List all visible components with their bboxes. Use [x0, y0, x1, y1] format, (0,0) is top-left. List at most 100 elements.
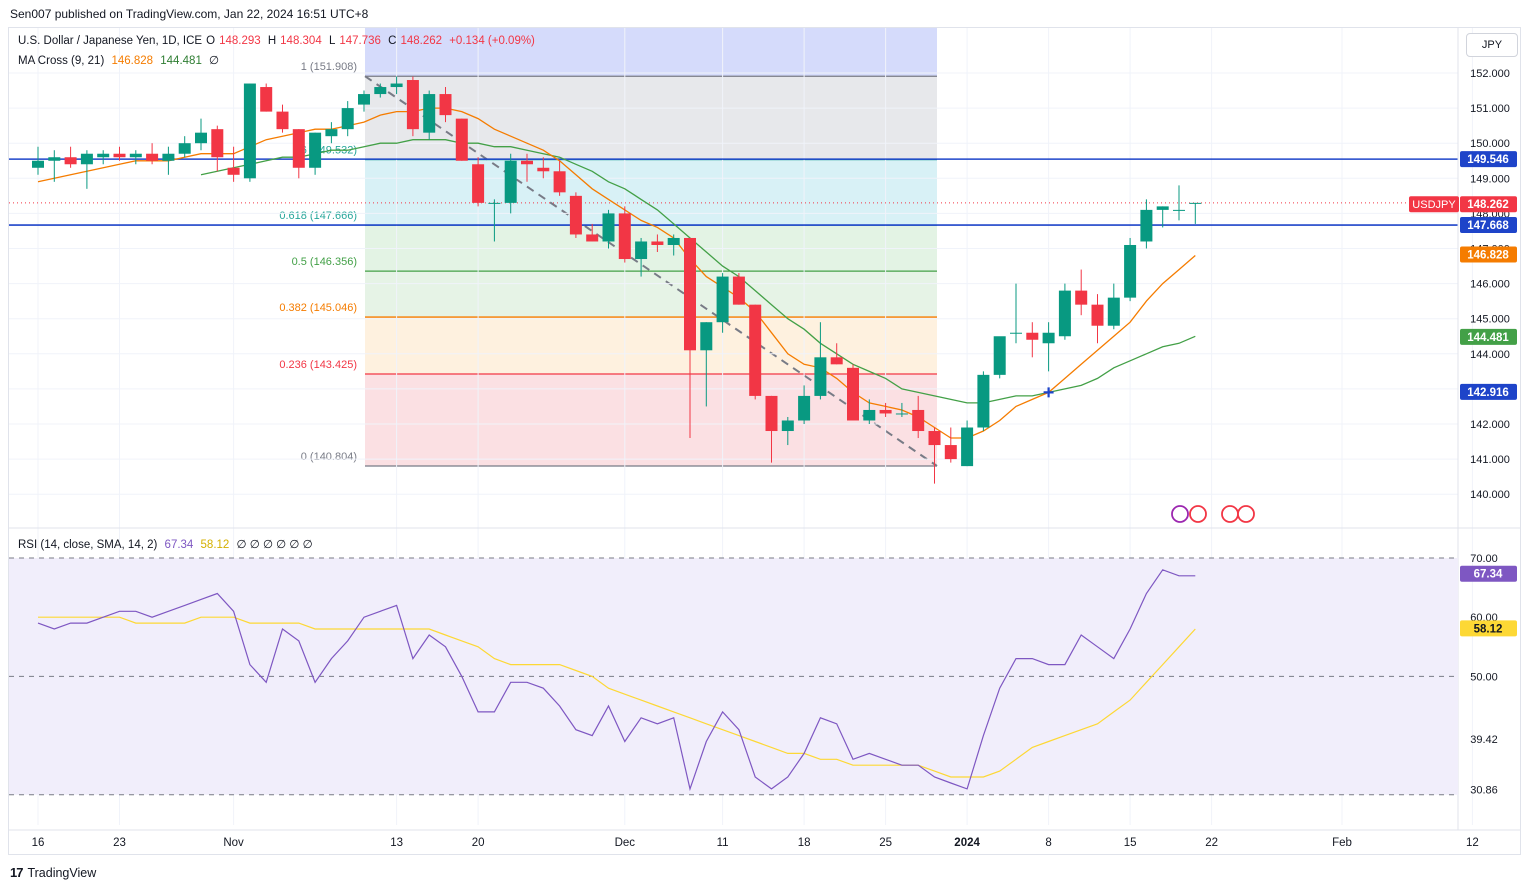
candle	[830, 343, 843, 365]
candle	[439, 87, 452, 123]
candle-body	[1058, 290, 1071, 337]
low-label: L	[328, 35, 336, 47]
candle-body	[1075, 290, 1088, 305]
rsi-line	[37, 569, 1196, 792]
candle	[1107, 283, 1120, 330]
candle-body	[586, 234, 599, 242]
candle	[1156, 206, 1169, 228]
candle	[32, 146, 44, 175]
candle-body	[1091, 304, 1104, 326]
candle-body	[863, 409, 876, 421]
candle	[292, 129, 305, 179]
price-badge: 149.546	[1460, 151, 1517, 168]
fib-zone	[365, 317, 937, 374]
candle-body	[97, 153, 110, 158]
time-tick-label: 8	[1045, 837, 1051, 849]
candle	[961, 420, 974, 467]
candle-body	[439, 94, 452, 116]
candle	[374, 83, 387, 98]
candle	[488, 199, 501, 242]
candle-body	[569, 195, 582, 235]
candle-body	[765, 395, 778, 432]
candle	[423, 90, 436, 140]
candle-body	[178, 143, 191, 154]
ma-fast-value: 146.828	[111, 55, 154, 67]
candle	[667, 234, 680, 256]
price-badge-bg	[1460, 383, 1517, 400]
fib-level-label: 1 (151.908)	[301, 61, 357, 73]
ma-legend: MA Cross (9, 21) 146.828 144.481 ∅	[18, 53, 223, 67]
price-badge: 148.262 USDJPY	[1409, 196, 1517, 213]
price-badge-text: 149.546	[1467, 154, 1509, 166]
candle-body	[211, 129, 224, 158]
candle	[504, 153, 517, 214]
price-tick-label: 152.000	[1470, 68, 1510, 80]
candle-body	[879, 409, 892, 414]
price-badge: 142.916	[1460, 383, 1517, 400]
time-tick-label: 23	[113, 837, 126, 849]
time-tick-label: 15	[1124, 837, 1137, 849]
ma-label: MA Cross (9, 21)	[18, 55, 105, 67]
price-tick-label: 142.000	[1470, 419, 1510, 431]
fib-zone	[365, 76, 937, 160]
candle-body	[684, 237, 696, 351]
candle	[847, 364, 859, 421]
event-icon	[1237, 505, 1255, 523]
candle-body	[390, 83, 403, 88]
candle-body	[977, 374, 990, 428]
candle-body	[798, 395, 811, 421]
rsi-tick-label: 50.00	[1470, 671, 1498, 683]
candle	[406, 76, 419, 137]
rsi-sma-line	[38, 616, 1196, 778]
rsi-badge-bg	[1460, 565, 1517, 582]
candle-body	[749, 304, 762, 396]
candle-body	[928, 431, 941, 446]
candle-body	[1189, 202, 1202, 204]
candle	[1042, 322, 1055, 372]
price-tick-label: 145.000	[1470, 314, 1510, 326]
event-icon	[1171, 505, 1189, 523]
candle-body	[1042, 332, 1055, 344]
high-value: 148.304	[280, 35, 322, 47]
candle-body	[944, 445, 957, 460]
time-tick-label: 25	[879, 837, 892, 849]
candle-body	[521, 160, 533, 165]
candle	[276, 104, 289, 133]
fib-zone	[365, 159, 937, 226]
rsi-badge: 58.12	[1460, 620, 1517, 637]
candle-body	[1026, 332, 1039, 340]
candle-body	[961, 427, 974, 467]
rsi-badge-text: 58.12	[1474, 623, 1503, 635]
time-tick-label: Dec	[615, 837, 636, 849]
close-label: C	[388, 35, 397, 47]
candle	[602, 209, 615, 249]
candle-body	[700, 322, 713, 351]
candle	[537, 157, 550, 179]
candle-body	[64, 157, 77, 165]
candle-body	[830, 357, 843, 365]
fib-zone	[365, 271, 937, 318]
candle-body	[129, 153, 142, 158]
price-badge: 147.668	[1460, 217, 1517, 234]
fib-level-label: 0.382 (145.046)	[279, 302, 357, 314]
price-tick-label: 144.000	[1470, 349, 1510, 361]
candle	[944, 427, 957, 463]
ma-extra: ∅	[209, 55, 220, 67]
candle	[358, 90, 370, 112]
rsi-tick-label: 39.42	[1470, 734, 1498, 746]
fib-zone-top	[365, 28, 937, 77]
ma-cross-marker	[1043, 387, 1054, 398]
candle	[977, 371, 990, 432]
candle	[912, 395, 925, 439]
candles	[32, 76, 1202, 484]
candle	[895, 402, 908, 417]
currency-button[interactable]: JPY	[1466, 33, 1518, 57]
candle-body	[732, 276, 745, 305]
price-badges: 149.546 148.262 USDJPY 147.668 146.828 144.48…	[1409, 151, 1517, 637]
candle	[1091, 294, 1104, 344]
price-tick-label: 146.000	[1470, 279, 1510, 291]
candle	[879, 402, 892, 417]
time-tick-label: Feb	[1332, 837, 1352, 849]
